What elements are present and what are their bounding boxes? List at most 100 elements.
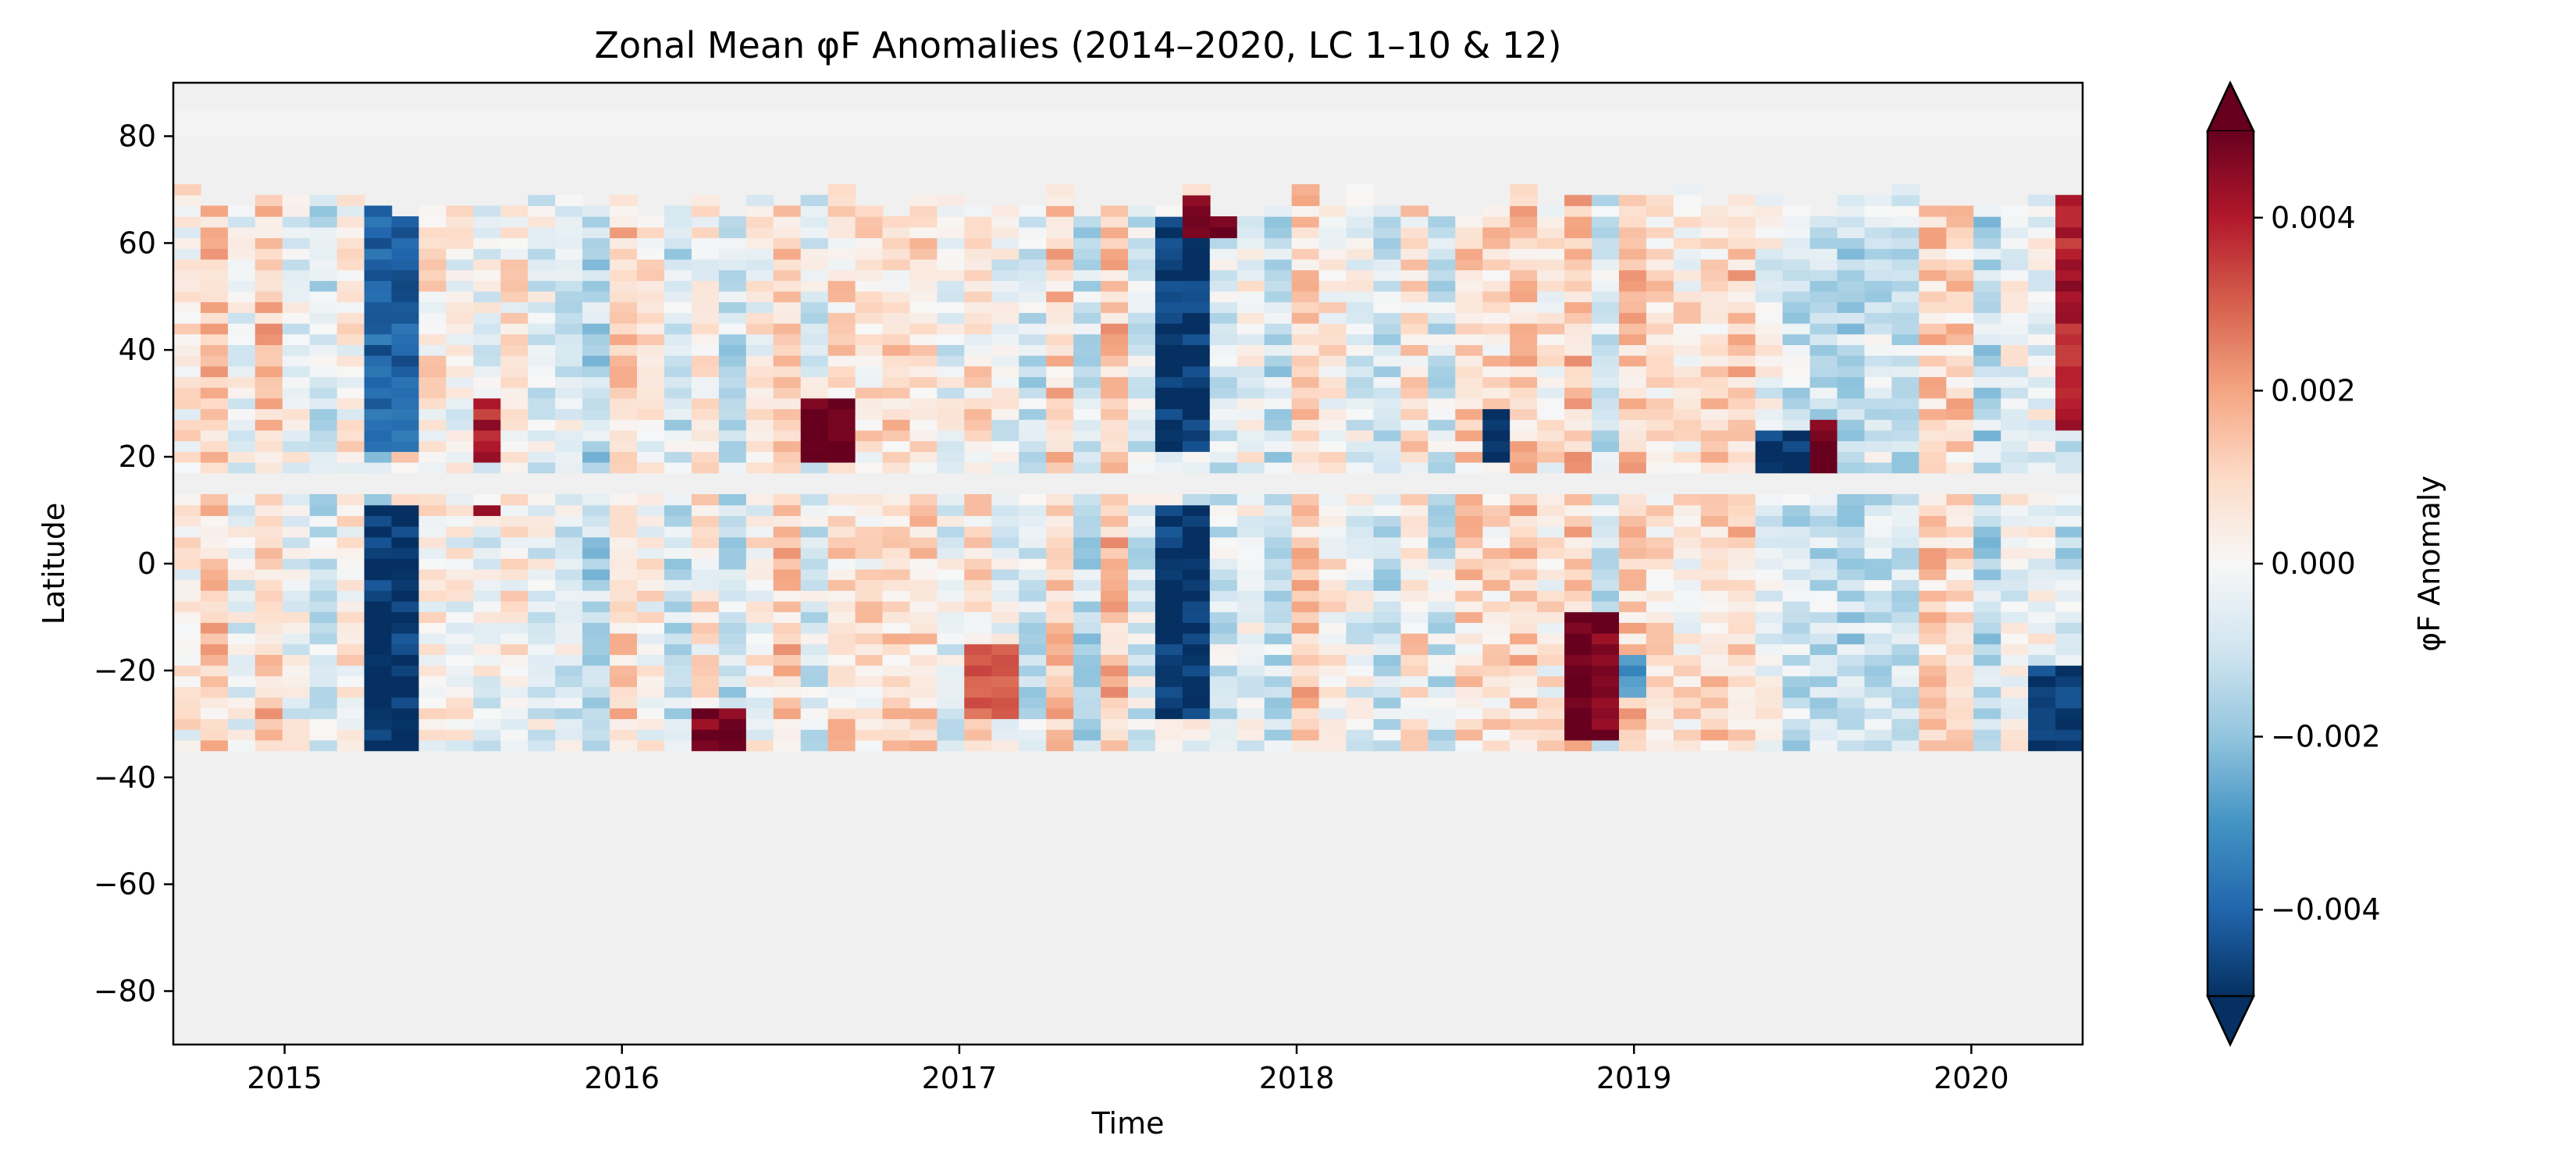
heatmap-cell [1700, 515, 1729, 527]
heatmap-cell [937, 611, 966, 623]
heatmap-cell [1291, 675, 1320, 687]
heatmap-cell [718, 290, 747, 303]
heatmap-cell [1727, 536, 1756, 549]
heatmap-cell [1128, 697, 1156, 709]
heatmap-cell [364, 216, 393, 228]
heatmap-cell [1073, 237, 1101, 249]
heatmap-cell [1209, 697, 1238, 709]
heatmap-cell [745, 301, 774, 313]
heatmap-cell [1510, 365, 1538, 378]
heatmap-cell [1264, 568, 1293, 581]
heatmap-cell [1482, 258, 1510, 271]
heatmap-cell [1919, 258, 1947, 271]
heatmap-cell [2028, 697, 2056, 709]
heatmap-cell [309, 633, 338, 645]
heatmap-cell [937, 643, 966, 655]
heatmap-cell [418, 611, 447, 623]
heatmap-cell [1973, 216, 2001, 228]
heatmap-cell [500, 707, 528, 720]
heatmap-cell [336, 579, 365, 591]
heatmap-cell [254, 248, 283, 260]
heatmap-cell [909, 312, 938, 324]
heatmap-cell [1073, 675, 1101, 687]
heatmap-cell [1946, 280, 1974, 292]
heatmap-cell [254, 462, 283, 474]
heatmap-cell [1510, 579, 1538, 591]
heatmap-cell [1482, 675, 1510, 687]
heatmap-cell [1592, 707, 1620, 720]
heatmap-cell [1073, 226, 1101, 239]
heatmap-cell [1046, 643, 1074, 655]
heatmap-cell [1346, 237, 1375, 249]
heatmap-cell [254, 686, 283, 698]
heatmap-cell [1482, 654, 1510, 666]
heatmap-cell [827, 579, 856, 591]
heatmap-cell [1592, 536, 1620, 549]
heatmap-cell [200, 248, 229, 260]
heatmap-cell [173, 665, 201, 677]
heatmap-cell [418, 675, 447, 687]
heatmap-cell [773, 579, 802, 591]
heatmap-cell [1700, 397, 1729, 410]
heatmap-cell [882, 462, 911, 474]
heatmap-cell [1809, 226, 1838, 239]
heatmap-cell [528, 205, 556, 217]
heatmap-cell [1291, 633, 1320, 645]
heatmap-cell [1809, 451, 1838, 463]
heatmap-cell [1755, 654, 1784, 666]
heatmap-cell [1209, 568, 1238, 581]
heatmap-cell [1700, 590, 1729, 602]
heatmap-cell [800, 697, 829, 709]
heatmap-cell [418, 429, 447, 442]
heatmap-cell [1046, 600, 1074, 613]
heatmap-cell [718, 429, 747, 442]
heatmap-cell [1619, 237, 1647, 249]
heatmap-cell [1673, 387, 1702, 399]
heatmap-cell [282, 205, 311, 217]
heatmap-cell [1101, 248, 1129, 260]
heatmap-cell [1428, 355, 1457, 367]
heatmap-cell [1755, 429, 1784, 442]
heatmap-cell [1209, 365, 1238, 378]
heatmap-cell [937, 654, 966, 666]
heatmap-cell [1346, 568, 1375, 581]
heatmap-cell [418, 258, 447, 271]
heatmap-cell [1864, 590, 1893, 602]
heatmap-cell [1592, 269, 1620, 281]
heatmap-cell [336, 258, 365, 271]
heatmap-cell [336, 633, 365, 645]
heatmap-cell [309, 729, 338, 741]
heatmap-cell [391, 280, 420, 292]
heatmap-cell [1128, 568, 1156, 581]
heatmap-cell [1510, 333, 1538, 345]
heatmap-cell [364, 611, 393, 623]
heatmap-cell [555, 408, 583, 420]
heatmap-cell [2055, 590, 2083, 602]
heatmap-cell [582, 387, 610, 399]
heatmap-cell [227, 600, 256, 613]
heatmap-cell [2055, 718, 2083, 730]
heatmap-cell [718, 355, 747, 367]
heatmap-cell [1455, 675, 1483, 687]
heatmap-cell [364, 290, 393, 303]
heatmap-cell [1182, 248, 1211, 260]
heatmap-cell [1864, 729, 1893, 741]
heatmap-cell [1946, 654, 1974, 666]
heatmap-cell [1755, 526, 1784, 538]
heatmap-cell [528, 494, 556, 506]
heatmap-cell [1101, 451, 1129, 463]
heatmap-cell [1537, 429, 1565, 442]
heatmap-cell [254, 633, 283, 645]
heatmap-cell [1864, 451, 1893, 463]
heatmap-cell [1537, 226, 1565, 239]
heatmap-cell [691, 408, 720, 420]
heatmap-cell [1864, 633, 1893, 645]
heatmap-cell [664, 590, 692, 602]
heatmap-cell [1973, 290, 2001, 303]
heatmap-cell [1128, 643, 1156, 655]
heatmap-cell [282, 558, 311, 570]
heatmap-cell [555, 323, 583, 335]
heatmap-cell [1809, 643, 1838, 655]
heatmap-cell [1346, 258, 1375, 271]
heatmap-cell [773, 226, 802, 239]
